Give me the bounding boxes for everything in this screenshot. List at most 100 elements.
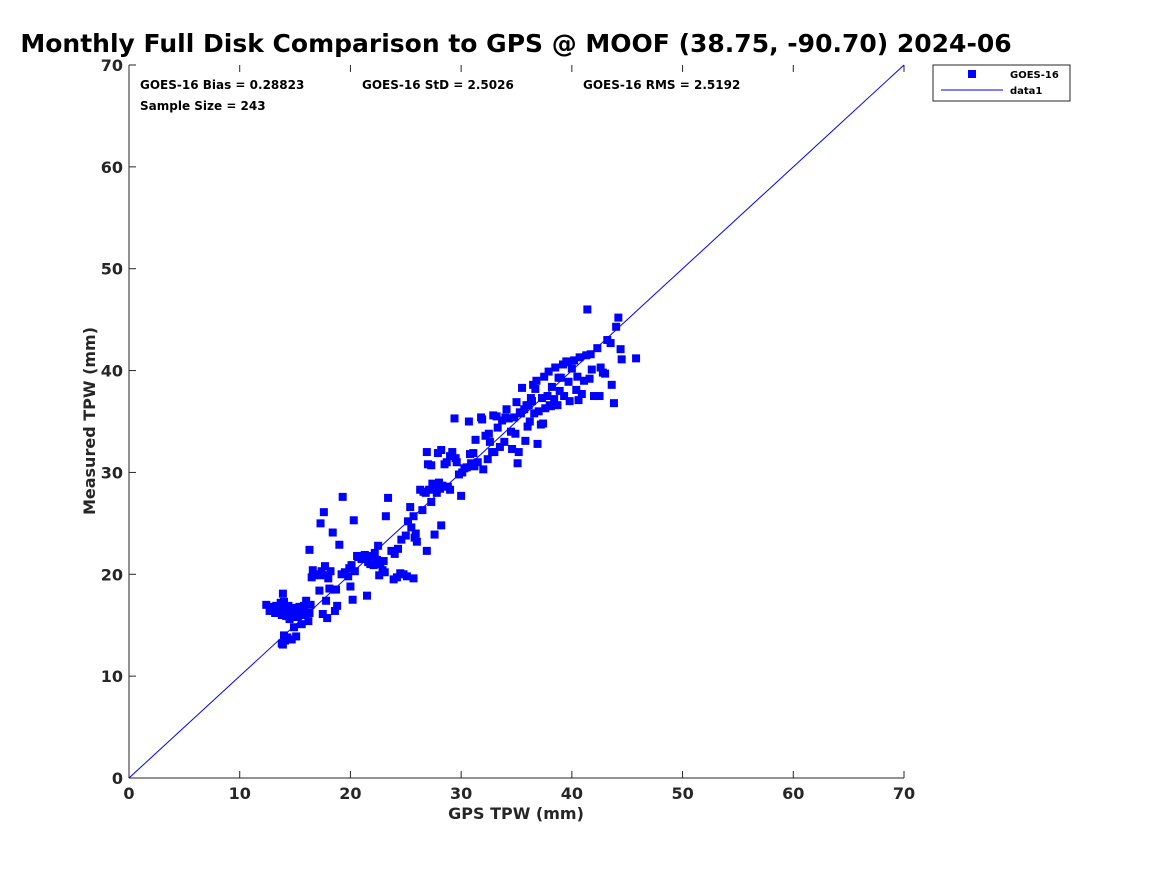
scatter-point <box>555 386 564 395</box>
scatter-point <box>513 459 522 468</box>
scatter-point <box>320 562 329 571</box>
scatter-point <box>373 556 381 565</box>
scatter-point <box>537 394 546 403</box>
scatter-point <box>587 365 596 374</box>
scatter-point <box>570 356 579 365</box>
legend-marker-square <box>968 70 976 78</box>
scatter-point <box>464 417 473 426</box>
scatter-point <box>607 380 616 389</box>
scatter-point <box>305 545 314 554</box>
scatter-point <box>512 398 521 407</box>
scatter-point <box>540 372 549 381</box>
chart-title: Monthly Full Disk Comparison to GPS @ MO… <box>20 29 1011 58</box>
scatter-point <box>348 595 357 604</box>
scatter-point <box>470 462 479 471</box>
scatter-point <box>407 523 416 532</box>
scatter-point <box>412 537 421 546</box>
scatter-point <box>319 508 328 517</box>
scatter-point <box>530 409 539 418</box>
y-tick-label: 0 <box>112 769 123 788</box>
scatter-point <box>374 541 383 550</box>
scatter-point <box>437 521 446 530</box>
scatter-point <box>344 572 353 581</box>
x-tick-label: 50 <box>671 784 693 803</box>
scatter-point <box>500 437 509 446</box>
scatter-point <box>292 632 301 641</box>
scatter-point <box>353 551 362 560</box>
scatter-point <box>437 446 446 455</box>
scatter-point <box>304 617 313 626</box>
scatter-point <box>286 610 295 619</box>
scatter-point <box>451 454 460 463</box>
scatter-point <box>394 544 403 553</box>
scatter-point <box>595 392 604 401</box>
scatter-point <box>332 585 341 594</box>
scatter-point <box>492 412 501 421</box>
scatter-point <box>397 535 406 544</box>
scatter-point <box>596 363 605 372</box>
scatter-point <box>357 555 366 564</box>
scatter-point <box>409 574 418 583</box>
scatter-point <box>457 491 466 500</box>
scatter-point <box>471 435 480 444</box>
x-tick-label: 20 <box>339 784 361 803</box>
y-tick-label: 70 <box>101 56 123 75</box>
scatter-point <box>484 429 493 438</box>
scatter-point <box>511 429 520 438</box>
scatter-point <box>293 613 302 622</box>
scatter-point <box>409 512 418 521</box>
scatter-point <box>485 437 494 446</box>
scatter-point <box>508 445 517 454</box>
scatter-point <box>282 606 291 615</box>
scatter-point <box>506 427 515 436</box>
scatter-point <box>379 557 388 566</box>
scatter-point <box>606 339 615 348</box>
scatter-point <box>298 605 307 614</box>
scatter-point <box>318 571 327 580</box>
scatter-point <box>311 571 319 580</box>
scatter-point <box>328 528 337 537</box>
scatter-point <box>315 586 324 595</box>
scatter-point <box>573 372 582 381</box>
series-data1 <box>128 64 905 779</box>
scatter-point <box>305 608 314 617</box>
scatter-point <box>428 479 437 488</box>
scatter-point <box>551 363 560 372</box>
stat-std: GOES-16 StD = 2.5026 <box>362 78 514 92</box>
scatter-point <box>448 448 457 457</box>
scatter-point <box>380 568 389 577</box>
scatter-point <box>580 376 589 385</box>
y-tick-label: 60 <box>101 158 123 177</box>
scatter-point <box>466 450 474 459</box>
scatter-point <box>281 636 290 645</box>
scatter-point <box>478 415 487 424</box>
x-tick-label: 10 <box>229 784 251 803</box>
scatter-point <box>523 422 532 431</box>
scatter-point <box>297 620 306 629</box>
scatter-point <box>330 606 339 615</box>
scatter-point <box>275 607 284 616</box>
scatter-point <box>278 589 287 598</box>
scatter-point <box>392 573 401 582</box>
scatter-point <box>543 392 552 401</box>
scatter-point <box>483 455 492 464</box>
scatter-point <box>531 384 540 393</box>
scatter-point <box>301 611 310 620</box>
scatter-point <box>446 452 455 461</box>
scatter-point <box>318 610 327 619</box>
scatter-point <box>458 468 467 477</box>
scatter-point <box>316 519 325 528</box>
scatter-point <box>590 392 598 401</box>
scatter-point <box>495 442 504 451</box>
scatter-point <box>614 313 623 322</box>
scatter-point <box>425 485 434 494</box>
scatter-point <box>547 382 556 391</box>
scatter-point <box>586 350 595 359</box>
scatter-point <box>518 383 527 392</box>
scatter-point <box>525 417 534 426</box>
scatter-point <box>345 564 354 573</box>
scatter-point <box>443 482 452 491</box>
scatter-point <box>550 395 559 404</box>
scatter-point <box>302 596 311 605</box>
